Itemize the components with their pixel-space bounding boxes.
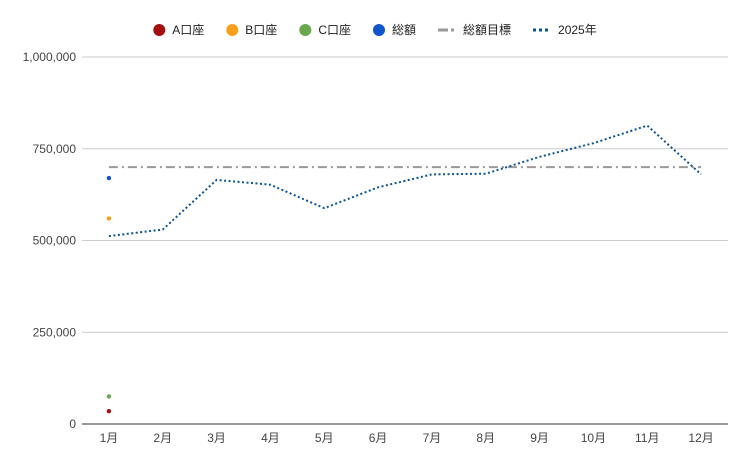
- legend: A口座 B口座 C口座 総額 総額目標 2025年: [153, 22, 597, 37]
- legend-label: B口座: [245, 22, 277, 37]
- y-tick-label: 1,000,000: [23, 50, 77, 64]
- legend-swatch: [299, 24, 312, 36]
- x-axis-ticks: 1月 2月 3月 4月 5月 6月 7月 8月 9月 10月 11月 12月: [100, 431, 714, 445]
- x-tick-label: 1月: [100, 431, 119, 445]
- legend-label: 総額: [392, 23, 416, 37]
- x-tick-label: 10月: [581, 431, 606, 445]
- legend-label: A口座: [172, 22, 204, 37]
- series-line: [108, 124, 702, 238]
- x-tick-label: 9月: [530, 431, 549, 445]
- x-tick-label: 12月: [688, 431, 713, 445]
- x-tick-label: 6月: [369, 431, 388, 445]
- y-axis-ticks: 0 250,000 500,000 750,000 1,000,000: [23, 50, 77, 431]
- data-point: [106, 216, 112, 221]
- grid: [82, 56, 728, 425]
- x-tick-label: 3月: [207, 431, 226, 445]
- x-tick-label: 7月: [423, 431, 442, 445]
- data-point: [106, 394, 112, 399]
- data-point: [106, 408, 112, 414]
- legend-label: 2025年: [558, 23, 597, 37]
- legend-swatch: [153, 24, 166, 36]
- legend-swatch: [226, 24, 239, 36]
- x-tick-label: 8月: [476, 431, 495, 445]
- data-point: [106, 175, 112, 181]
- series-layer: [106, 124, 702, 414]
- y-tick-label: 0: [69, 417, 76, 431]
- legend-label: C口座: [318, 22, 351, 37]
- y-tick-label: 750,000: [33, 142, 77, 156]
- legend-label: 総額目標: [463, 23, 511, 37]
- y-tick-label: 250,000: [33, 325, 77, 339]
- x-tick-label: 5月: [315, 431, 334, 445]
- legend-swatch: [372, 24, 385, 36]
- x-tick-label: 11月: [635, 431, 659, 445]
- x-tick-label: 4月: [261, 431, 280, 445]
- y-tick-label: 500,000: [33, 234, 77, 248]
- x-tick-label: 2月: [153, 431, 172, 445]
